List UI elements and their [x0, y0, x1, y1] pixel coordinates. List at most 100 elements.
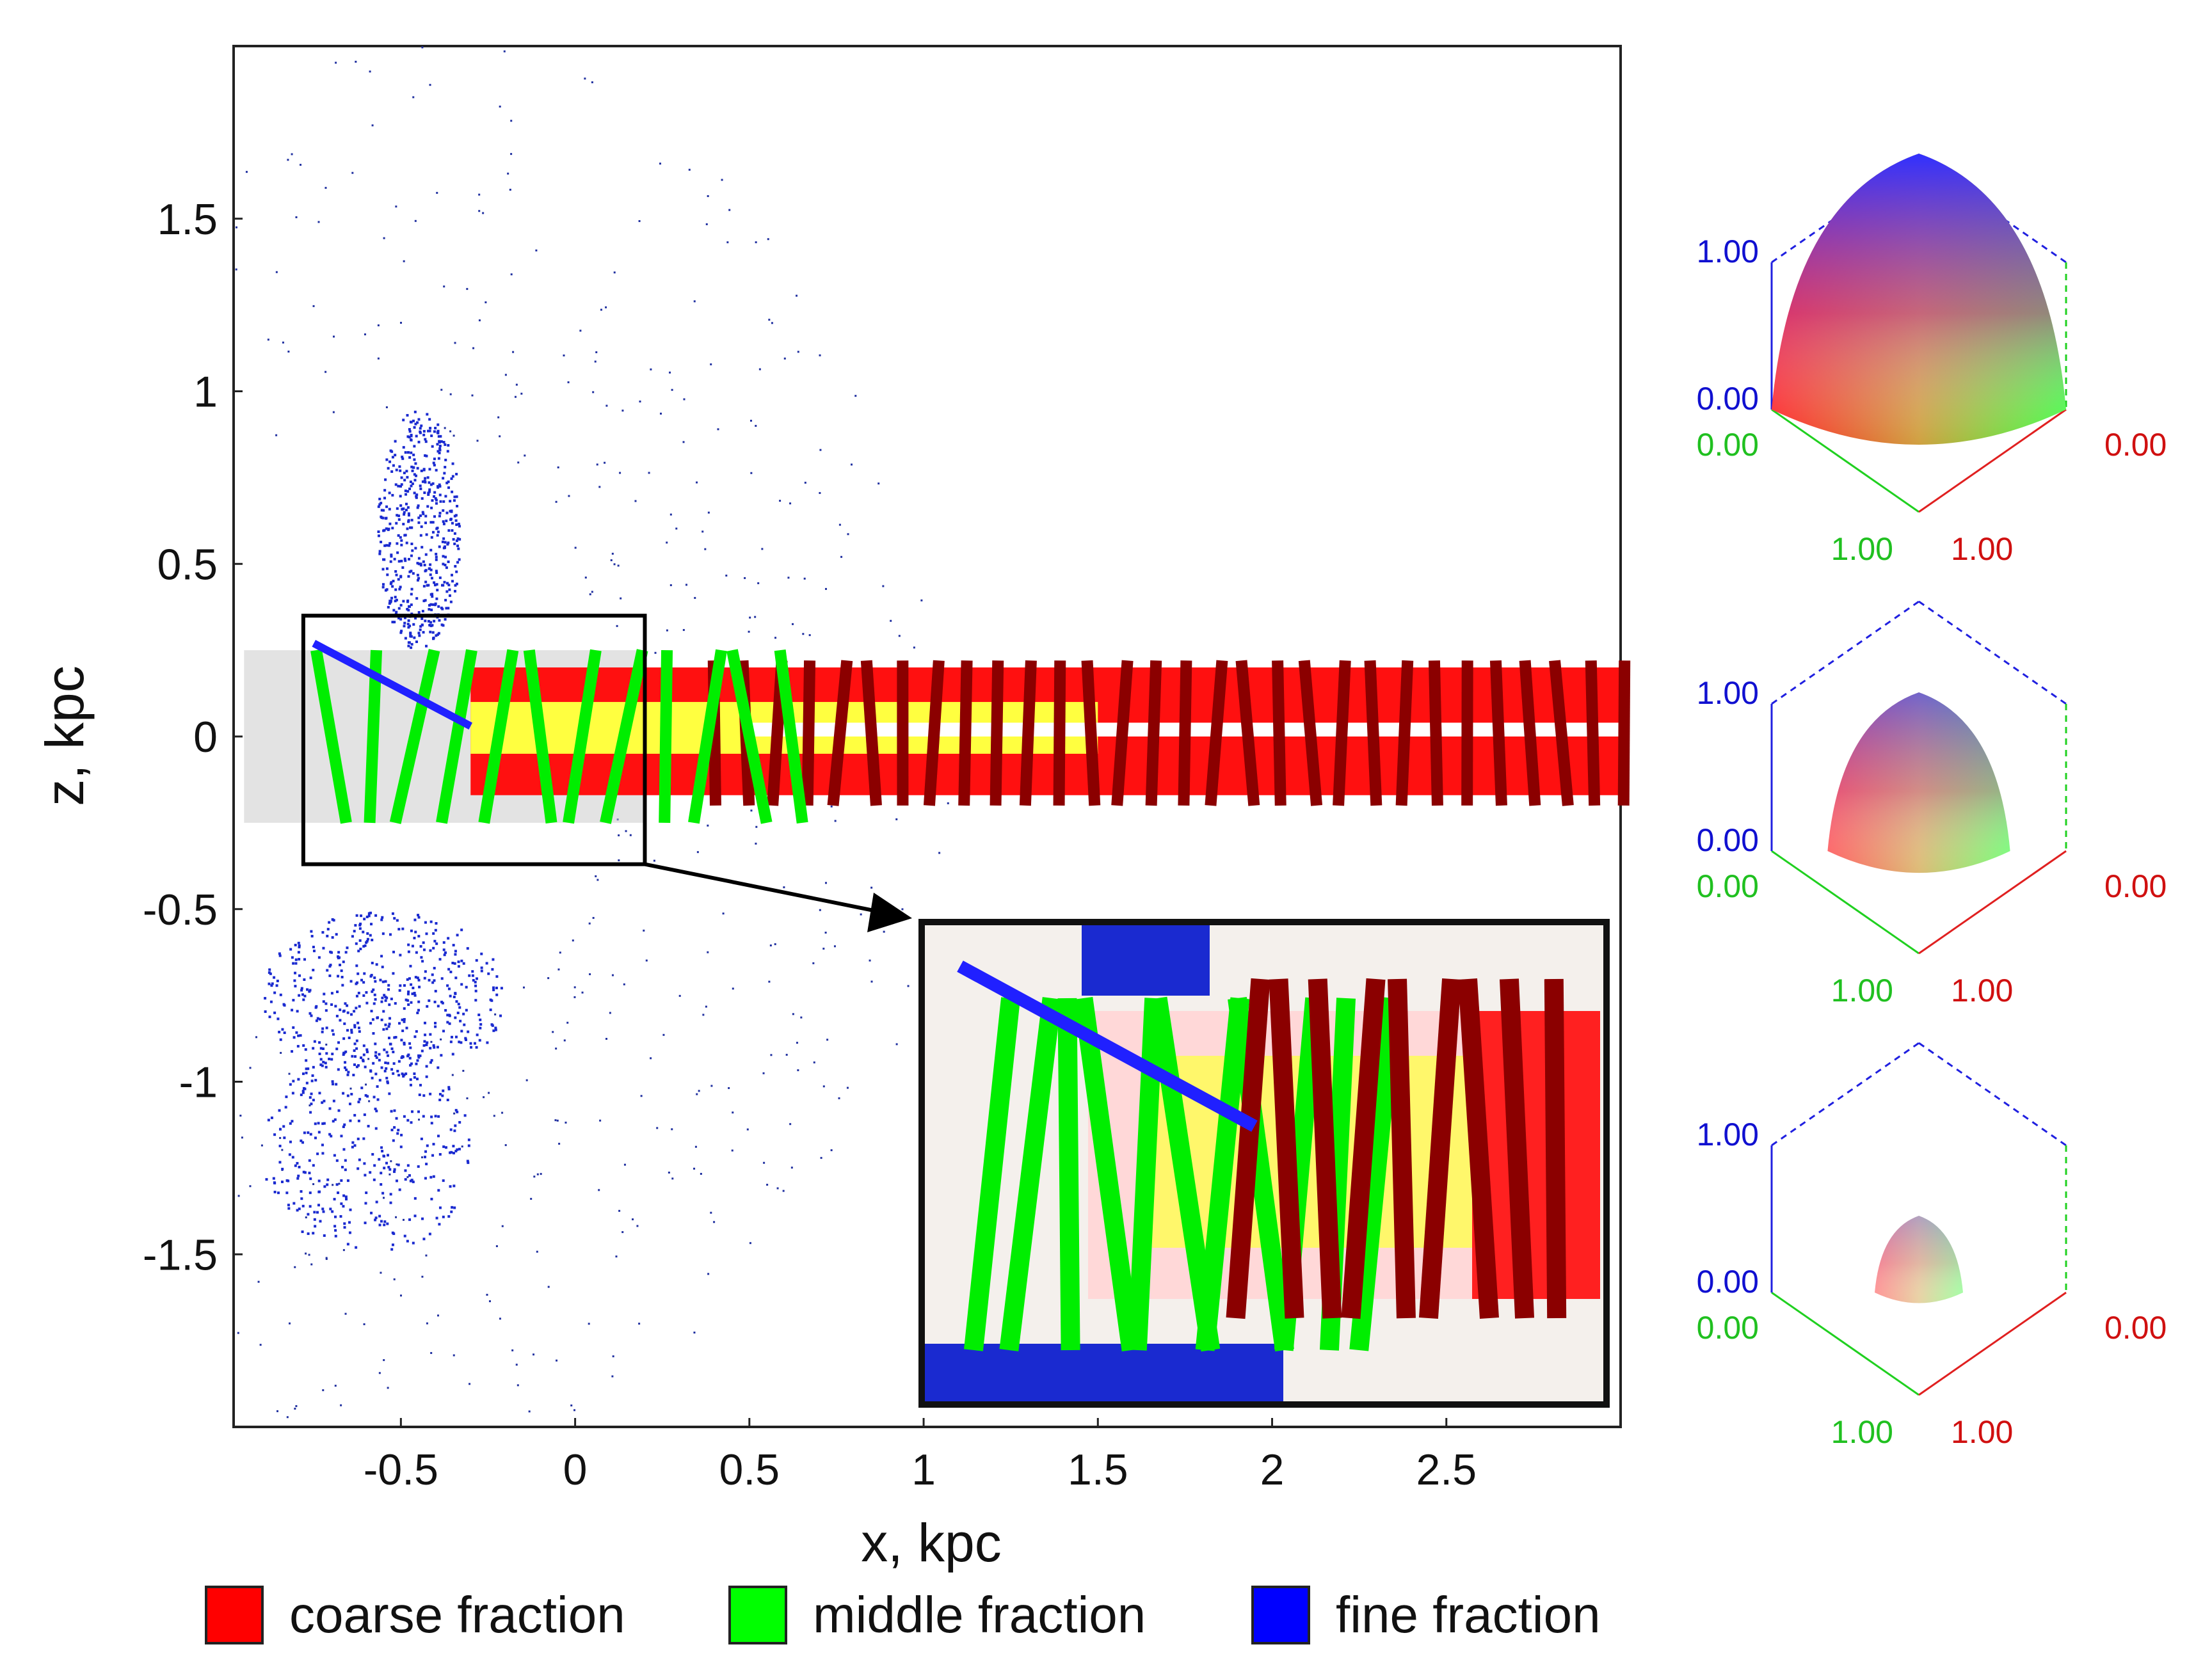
- fine-particle: [363, 918, 366, 921]
- fine-particle: [410, 484, 413, 488]
- fine-particle: [394, 596, 397, 599]
- fine-particle: [761, 548, 764, 550]
- fine-particle: [309, 1096, 312, 1099]
- fine-particle: [335, 933, 338, 936]
- fine-particle: [364, 1174, 367, 1177]
- fine-particle: [406, 992, 410, 996]
- fine-particle: [512, 351, 515, 353]
- fine-particle: [343, 1022, 346, 1025]
- fine-particle: [401, 1029, 405, 1032]
- fine-particle: [457, 960, 460, 964]
- fine-particle: [419, 487, 422, 490]
- fine-particle: [721, 179, 723, 181]
- fine-particle: [802, 633, 805, 635]
- fine-particle: [328, 1133, 332, 1136]
- fine-particle: [353, 1063, 356, 1066]
- y-tick-label: -0.5: [143, 886, 218, 934]
- fine-particle: [907, 985, 910, 987]
- fine-particle: [455, 495, 458, 498]
- fine-particle: [417, 611, 421, 614]
- fine-particle: [407, 520, 410, 523]
- fine-particle: [449, 970, 453, 973]
- fine-particle: [342, 1009, 346, 1012]
- fine-particle: [407, 451, 410, 454]
- fine-particle: [707, 511, 710, 514]
- fine-particle: [403, 1234, 406, 1238]
- fine-particle: [445, 481, 449, 484]
- fine-particle: [589, 973, 591, 976]
- fine-particle: [308, 1254, 310, 1256]
- fine-particle: [453, 1354, 455, 1357]
- fine-particle: [325, 1009, 328, 1012]
- fine-particle: [762, 1072, 765, 1074]
- fine-particle: [598, 1189, 600, 1191]
- fine-particle: [707, 824, 709, 827]
- fine-particle: [430, 506, 433, 509]
- fine-particle: [445, 582, 449, 585]
- fine-particle: [749, 1242, 751, 1245]
- fine-particle: [296, 1010, 299, 1013]
- fine-particle: [309, 1191, 312, 1195]
- fine-particle: [433, 430, 436, 433]
- fine-particle: [308, 1172, 311, 1175]
- fine-particle: [824, 932, 827, 934]
- fine-particle: [372, 1062, 375, 1065]
- fine-particle: [447, 987, 451, 991]
- fine-particle: [365, 1083, 367, 1086]
- fine-particle: [640, 1095, 643, 1097]
- fine-particle: [418, 985, 421, 989]
- fine-particle: [466, 947, 469, 950]
- fine-particle: [342, 1037, 346, 1040]
- fine-particle: [373, 993, 376, 996]
- fine-particle: [705, 1005, 707, 1008]
- fine-particle: [701, 530, 704, 533]
- fine-particle: [616, 625, 618, 627]
- fine-particle: [435, 942, 438, 945]
- fine-particle: [273, 1133, 276, 1136]
- fine-particle: [296, 1177, 300, 1180]
- fine-particle: [435, 558, 438, 561]
- fine-particle: [342, 1051, 346, 1055]
- fine-particle: [346, 1029, 349, 1032]
- fine-particle: [308, 1159, 311, 1162]
- fine-particle: [717, 428, 719, 431]
- fine-particle: [292, 962, 295, 965]
- fine-particle: [421, 1275, 424, 1278]
- fine-particle: [401, 1018, 404, 1021]
- fine-particle: [407, 1003, 410, 1007]
- fine-particle: [351, 1145, 354, 1149]
- fine-particle: [381, 583, 385, 586]
- fine-particle: [451, 490, 454, 493]
- fine-particle: [298, 944, 301, 947]
- fine-particle: [732, 1111, 734, 1114]
- coarse-rod: [801, 660, 816, 806]
- fine-particle: [682, 629, 685, 632]
- fine-particle: [406, 1239, 409, 1243]
- fine-particle: [332, 411, 335, 413]
- fine-particle: [429, 483, 433, 486]
- fine-particle: [431, 1154, 435, 1157]
- fine-particle: [588, 922, 591, 925]
- fine-particle: [369, 934, 372, 937]
- fine-particle: [312, 1065, 315, 1069]
- fine-particle: [429, 548, 433, 552]
- fine-particle: [373, 1002, 376, 1005]
- fine-particle: [412, 453, 415, 456]
- fine-particle: [417, 577, 421, 580]
- fine-particle: [456, 934, 459, 937]
- fine-particle: [390, 1128, 394, 1131]
- fine-particle: [392, 950, 396, 953]
- fine-particle: [427, 619, 430, 623]
- fine-particle: [349, 1087, 352, 1090]
- fine-particle: [408, 526, 412, 529]
- fine-particle: [423, 1021, 426, 1024]
- legend-item-fine: fine fraction: [1251, 1586, 1601, 1644]
- fine-particle: [408, 977, 411, 980]
- fine-particle: [402, 446, 405, 449]
- fine-particle: [335, 991, 339, 994]
- fine-particle: [323, 992, 326, 996]
- fine-particle: [283, 1136, 286, 1140]
- fine-particle: [326, 1183, 329, 1186]
- fine-particle: [417, 562, 421, 566]
- fine-particle: [281, 1149, 284, 1151]
